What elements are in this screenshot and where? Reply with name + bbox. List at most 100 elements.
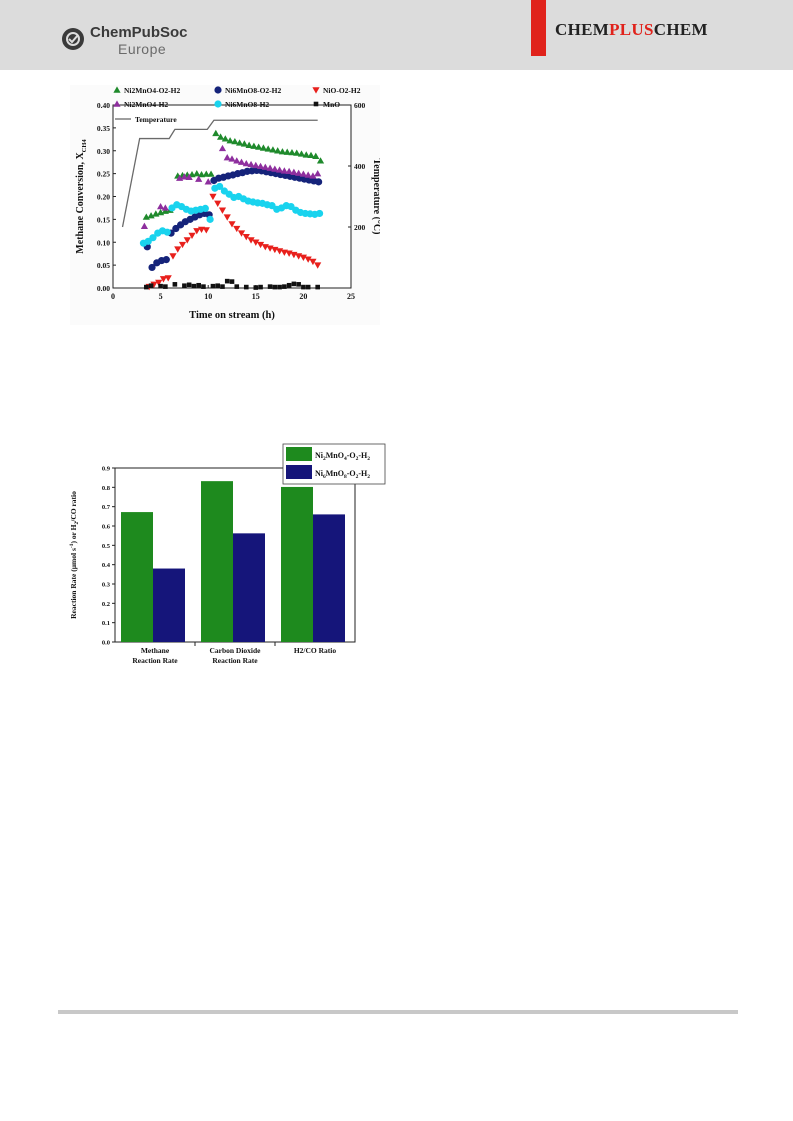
chempubsoc-logo-icon bbox=[62, 28, 84, 50]
data-point bbox=[299, 254, 307, 261]
data-point bbox=[202, 170, 210, 177]
data-point bbox=[266, 164, 274, 171]
legend-marker bbox=[113, 86, 121, 93]
data-point bbox=[242, 234, 250, 241]
data-point bbox=[174, 246, 182, 253]
legend-label: Ni2MnO4-H2 bbox=[124, 100, 168, 109]
data-point bbox=[302, 151, 310, 158]
data-point bbox=[237, 158, 246, 165]
data-point bbox=[314, 170, 322, 177]
data-point bbox=[250, 142, 258, 149]
data-point bbox=[295, 169, 303, 176]
data-point bbox=[267, 284, 273, 289]
y2-tick-label: 600 bbox=[354, 101, 366, 110]
x-tick-label: 10 bbox=[204, 292, 212, 301]
legend-label-part: -O bbox=[347, 451, 356, 460]
data-point bbox=[290, 168, 298, 175]
data-point bbox=[148, 283, 154, 289]
data-point bbox=[216, 133, 225, 140]
x-tick-label: 20 bbox=[299, 292, 307, 301]
data-point bbox=[212, 129, 220, 137]
journal-title-part1: CHEM bbox=[555, 20, 610, 39]
bar-Ni6MnO8-O2-H2 bbox=[153, 568, 185, 642]
publisher-name: ChemPubSoc bbox=[90, 24, 188, 41]
y-tick-label: 0.8 bbox=[102, 485, 111, 492]
data-point bbox=[201, 204, 209, 212]
data-point bbox=[247, 160, 255, 168]
y-tick-label: 0.20 bbox=[97, 193, 110, 202]
x-tick-label: 15 bbox=[252, 292, 260, 301]
bar-Ni2MnO4-O2-H2 bbox=[121, 512, 153, 642]
category-label: Reaction Rate bbox=[212, 656, 258, 665]
legend-label: Ni6MnO8-O2-H2 bbox=[315, 469, 370, 480]
y-tick-label: 0.6 bbox=[102, 524, 111, 531]
legend-label-part: 2 bbox=[356, 456, 359, 462]
y-tick-label: 0.7 bbox=[102, 504, 111, 511]
legend-label-part: -H bbox=[358, 451, 368, 460]
y-axis-label: Reaction Rate (µmol s-1) or H2/CO ratio bbox=[69, 491, 80, 619]
methane-conversion-chart: 0 5 10 15 20 25 0.00 0.05 0.10 0.15 0.20 0.25 0.30 0.… bbox=[70, 85, 382, 325]
publisher-logo: ChemPubSoc Europe bbox=[60, 22, 210, 62]
legend-label-subscript: 2MnO4-O2-H2 bbox=[132, 86, 181, 95]
data-point bbox=[220, 284, 225, 289]
data-point bbox=[186, 282, 192, 288]
data-point bbox=[264, 145, 272, 152]
data-point bbox=[183, 237, 191, 244]
data-point bbox=[233, 225, 241, 233]
methane-conversion-svg: 0 5 10 15 20 25 0.00 0.05 0.10 0.15 0.20 0.25 0.30 0.… bbox=[75, 86, 382, 321]
data-point bbox=[228, 155, 236, 162]
legend-marker bbox=[313, 101, 319, 107]
data-point bbox=[286, 282, 292, 288]
data-point bbox=[256, 162, 265, 170]
data-point bbox=[164, 275, 172, 282]
data-point bbox=[223, 214, 231, 221]
data-point bbox=[163, 284, 168, 289]
data-point bbox=[202, 227, 210, 234]
data-point bbox=[314, 262, 322, 269]
reaction-rate-svg: 0.00.10.20.30.40.50.60.70.80.9MethaneRea… bbox=[69, 443, 386, 665]
data-point bbox=[255, 143, 263, 150]
data-point bbox=[282, 284, 287, 289]
legend-label: Ni2MnO4-O2-H2 bbox=[124, 86, 180, 95]
data-point bbox=[221, 135, 229, 142]
y-axis-label-part: /CO ratio bbox=[69, 491, 78, 523]
y2-axis-label: Temperature (°C) bbox=[371, 159, 380, 235]
bar-Ni6MnO8-O2-H2 bbox=[233, 533, 265, 642]
data-point bbox=[252, 161, 260, 169]
data-point bbox=[277, 284, 282, 290]
legend-label-part: MnO bbox=[326, 469, 344, 478]
data-point bbox=[209, 193, 217, 201]
data-point bbox=[144, 284, 149, 290]
data-point bbox=[258, 284, 263, 290]
legend-label-part: -O bbox=[347, 469, 356, 478]
legend-label-subscript: 2-H2 bbox=[345, 86, 361, 95]
data-point bbox=[158, 283, 163, 289]
data-point bbox=[237, 230, 246, 237]
data-point bbox=[162, 256, 170, 264]
legend-label-part: 4 bbox=[344, 456, 347, 462]
legend-label-subscript: 2MnO4-H2 bbox=[132, 100, 169, 109]
category-label: Reaction Rate bbox=[132, 656, 178, 665]
data-point bbox=[240, 140, 248, 147]
journal-accent-bar bbox=[531, 0, 546, 56]
data-point bbox=[243, 284, 249, 290]
data-point bbox=[309, 258, 317, 266]
data-point bbox=[204, 178, 212, 185]
data-point bbox=[206, 215, 214, 223]
data-point bbox=[188, 232, 196, 239]
data-point bbox=[161, 204, 169, 211]
x-tick-label: 0 bbox=[111, 292, 115, 301]
data-point bbox=[307, 151, 315, 159]
data-point bbox=[299, 170, 307, 177]
data-point bbox=[304, 171, 312, 178]
legend-label: NiO-O2-H2 bbox=[323, 86, 361, 95]
data-point bbox=[193, 170, 201, 177]
data-point bbox=[218, 144, 227, 152]
data-point bbox=[309, 172, 317, 179]
legend-label-part: 2 bbox=[367, 474, 370, 480]
data-point bbox=[242, 159, 250, 167]
data-point bbox=[252, 239, 260, 246]
legend-label-part: Ni bbox=[315, 469, 324, 478]
data-point bbox=[201, 284, 206, 289]
legend-swatch bbox=[286, 447, 312, 461]
